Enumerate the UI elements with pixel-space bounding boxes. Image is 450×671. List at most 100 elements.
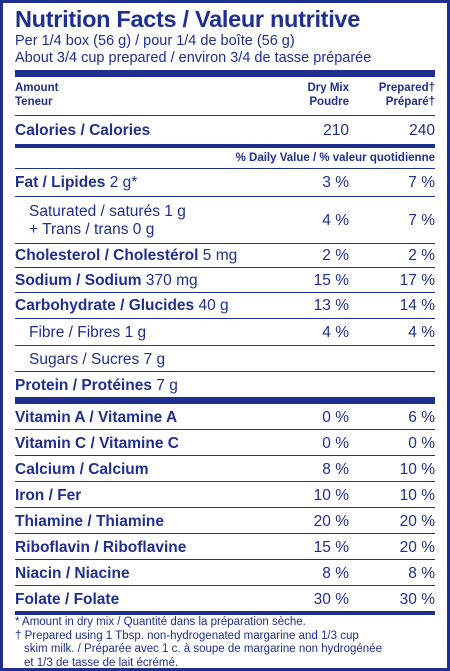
nutrient-label: Fibre / Fibres 1 g bbox=[29, 324, 147, 341]
nutrient-dry-value: 13 % bbox=[313, 297, 349, 314]
thin-divider bbox=[15, 559, 435, 560]
amount-label: Amount bbox=[15, 82, 59, 94]
nutrient-prepared-value: 7 % bbox=[408, 174, 435, 191]
calories-prepared: 240 bbox=[409, 122, 435, 139]
vitamin-row-thiamine: Thiamine / Thiamine 20 % 20 % bbox=[15, 508, 435, 533]
thick-divider bbox=[15, 70, 435, 77]
footnote-prepared-3: et 1/3 de tasse de lait écrémé. bbox=[24, 656, 179, 669]
nutrient-label: Carbohydrate / Glucides 40 g bbox=[15, 297, 229, 314]
prepare-label: Préparé† bbox=[385, 96, 435, 108]
dry-mix-label: Dry Mix bbox=[307, 82, 349, 94]
vitamin-prepared-value: 20 % bbox=[399, 539, 435, 556]
footnotes: * Amount in dry mix / Quantité dans la p… bbox=[15, 616, 435, 670]
vitamin-label: Riboflavin / Riboflavine bbox=[15, 539, 187, 556]
thin-divider bbox=[15, 371, 435, 372]
panel-title: Nutrition Facts / Valeur nutritive bbox=[15, 6, 360, 32]
vitamin-prepared-value: 20 % bbox=[399, 513, 435, 530]
vitamin-prepared-value: 6 % bbox=[408, 409, 435, 426]
vitamin-row-c: Vitamin C / Vitamine C 0 % 0 % bbox=[15, 430, 435, 455]
dry-mix-header: Dry Mix Poudre bbox=[307, 81, 349, 109]
thin-divider bbox=[15, 243, 435, 244]
nutrient-label: Cholesterol / Cholestérol 5 mg bbox=[15, 247, 238, 264]
vitamin-dry-value: 20 % bbox=[313, 513, 349, 530]
vitamin-label: Vitamin C / Vitamine C bbox=[15, 435, 179, 452]
nutrient-dry-value: 2 % bbox=[322, 247, 349, 264]
thin-divider bbox=[15, 533, 435, 534]
thin-divider bbox=[15, 455, 435, 456]
vitamin-label: Thiamine / Thiamine bbox=[15, 513, 164, 530]
nutrient-prepared-value: 2 % bbox=[408, 247, 435, 264]
thin-divider bbox=[15, 168, 435, 169]
calories-label: Calories / Calories bbox=[15, 122, 151, 139]
nutrient-dry-value: 15 % bbox=[313, 272, 349, 289]
thin-divider bbox=[15, 507, 435, 508]
vitamin-prepared-value: 10 % bbox=[399, 461, 435, 478]
vitamin-row-niacin: Niacin / Niacine 8 % 8 % bbox=[15, 560, 435, 585]
nutrient-label: Protein / Protéines 7 g bbox=[15, 377, 178, 394]
thin-divider bbox=[15, 318, 435, 319]
nutrient-label: Fat / Lipides 2 g* bbox=[15, 174, 138, 191]
vitamin-dry-value: 30 % bbox=[313, 591, 349, 608]
calories-row: Calories / Calories 210 240 bbox=[15, 116, 435, 144]
nutrient-row-carbohydrate: Carbohydrate / Glucides 40 g 13 % 14 % bbox=[15, 293, 435, 318]
vitamin-dry-value: 8 % bbox=[322, 565, 349, 582]
vitamin-dry-value: 10 % bbox=[313, 487, 349, 504]
prepared-header: Prepared† Préparé† bbox=[379, 81, 435, 109]
thin-divider bbox=[15, 267, 435, 268]
nutrient-row-fibre: Fibre / Fibres 1 g 4 % 4 % bbox=[15, 319, 435, 345]
calories-dry: 210 bbox=[323, 122, 349, 139]
vitamin-prepared-value: 10 % bbox=[399, 487, 435, 504]
vitamin-prepared-value: 30 % bbox=[399, 591, 435, 608]
vitamin-row-folate: Folate / Folate 30 % 30 % bbox=[15, 586, 435, 611]
vitamin-label: Niacin / Niacine bbox=[15, 565, 130, 582]
vitamin-dry-value: 0 % bbox=[322, 435, 349, 452]
prepared-label: Prepared† bbox=[378, 82, 435, 94]
nutrient-label: Sugars / Sucres 7 g bbox=[29, 351, 166, 368]
vitamin-row-riboflavin: Riboflavin / Riboflavine 15 % 20 % bbox=[15, 534, 435, 559]
serving-size-line: Per 1/4 box (56 g) / pour 1/4 de boîte (… bbox=[15, 33, 295, 49]
daily-value-header: % Daily Value / % valeur quotidienne bbox=[235, 152, 435, 164]
medium-divider bbox=[15, 144, 435, 148]
thin-divider bbox=[15, 429, 435, 430]
vitamin-row-iron: Iron / Fer 10 % 10 % bbox=[15, 482, 435, 507]
footnote-prepared-1: † Prepared using 1 Tbsp. non-hydrogenate… bbox=[15, 629, 359, 642]
medium-divider bbox=[15, 611, 435, 615]
nutrient-prepared-value: 14 % bbox=[399, 297, 435, 314]
nutrient-row-protein: Protein / Protéines 7 g bbox=[15, 372, 435, 397]
thin-divider bbox=[15, 292, 435, 293]
vitamin-dry-value: 0 % bbox=[322, 409, 349, 426]
vitamin-label: Vitamin A / Vitamine A bbox=[15, 409, 178, 426]
vitamin-label: Folate / Folate bbox=[15, 591, 120, 608]
nutrient-label: Saturated / saturés 1 g bbox=[29, 203, 186, 220]
nutrient-dry-value: 4 % bbox=[322, 324, 349, 341]
column-header: Amount Teneur Dry Mix Poudre Prepared† P… bbox=[15, 77, 435, 115]
vitamin-dry-value: 15 % bbox=[313, 539, 349, 556]
nutrient-dry-value: 3 % bbox=[322, 174, 349, 191]
nutrient-row-saturated-trans: Saturated / saturés 1 g + Trans / trans … bbox=[15, 197, 435, 243]
thin-divider bbox=[15, 585, 435, 586]
nutrient-prepared-value: 7 % bbox=[408, 212, 435, 229]
vitamin-label: Calcium / Calcium bbox=[15, 461, 149, 478]
thin-divider bbox=[15, 481, 435, 482]
nutrient-label-trans: + Trans / trans 0 g bbox=[29, 221, 155, 238]
poudre-label: Poudre bbox=[309, 96, 349, 108]
amount-header: Amount Teneur bbox=[15, 81, 58, 109]
prepared-serving-line: About 3/4 cup prepared / environ 3/4 de … bbox=[15, 50, 372, 66]
nutrient-dry-value: 4 % bbox=[322, 212, 349, 229]
thin-divider bbox=[15, 345, 435, 346]
footnote-prepared-2: skim milk. / Préparée avec 1 c. à soupe … bbox=[24, 643, 382, 655]
nutrient-label: Sodium / Sodium 370 mg bbox=[15, 272, 198, 289]
vitamin-label: Iron / Fer bbox=[15, 487, 82, 504]
thin-divider bbox=[15, 196, 435, 197]
vitamin-list: Vitamin A / Vitamine A 0 % 6 % Vitamin C… bbox=[15, 404, 435, 611]
nutrition-facts-content: Nutrition Facts / Valeur nutritive Per 1… bbox=[15, 3, 435, 670]
nutrient-row-fat: Fat / Lipides 2 g* 3 % 7 % bbox=[15, 169, 435, 196]
teneur-label: Teneur bbox=[15, 96, 53, 108]
vitamin-row-a: Vitamin A / Vitamine A 0 % 6 % bbox=[15, 404, 435, 429]
nutrient-row-cholesterol: Cholesterol / Cholestérol 5 mg 2 % 2 % bbox=[15, 244, 435, 267]
thick-divider bbox=[15, 397, 435, 404]
vitamin-prepared-value: 8 % bbox=[408, 565, 435, 582]
footnote-dry-mix: * Amount in dry mix / Quantité dans la p… bbox=[15, 616, 306, 628]
nutrient-prepared-value: 4 % bbox=[408, 324, 435, 341]
